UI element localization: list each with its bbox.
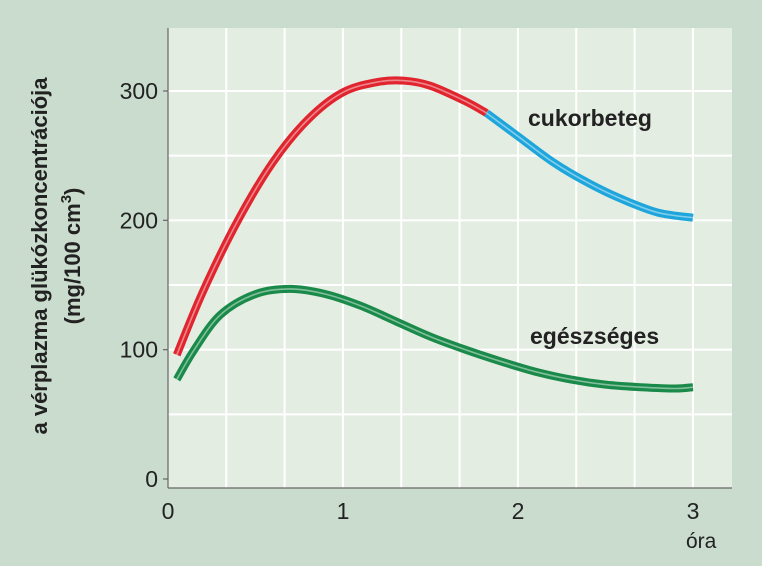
- y-tick-label: 200: [120, 207, 158, 233]
- x-tick-label: 1: [337, 498, 350, 524]
- y-axis-label: a vérplazma glükózkoncentrációja (mg/100…: [27, 77, 85, 435]
- series-line-egeszseges-body: [173, 284, 694, 393]
- series-line-egeszseges: [173, 284, 694, 393]
- y-axis-label-line1: a vérplazma glükózkoncentrációja: [27, 77, 52, 435]
- y-axis-label-line2: (mg/100 cm3): [58, 188, 85, 325]
- series-line-cukorbeteg-blue-body: [484, 109, 694, 222]
- y-tick-label: 100: [120, 337, 158, 363]
- y-tick-label: 0: [145, 466, 158, 492]
- y-axis-label-unit: (mg/100 cm: [60, 203, 85, 324]
- y-axis-label-paren: ): [60, 188, 85, 195]
- series-label-egeszseges: egészséges: [530, 323, 659, 349]
- y-axis-label-superscript: 3: [58, 195, 75, 203]
- x-tick-label: 3: [687, 498, 700, 524]
- series-line-cukorbeteg-blue-highlight: [486, 112, 694, 219]
- series-line-cukorbeteg-red-highlight: [176, 79, 487, 356]
- series-label-cukorbeteg: cukorbeteg: [528, 105, 652, 131]
- plot-area: [168, 28, 732, 488]
- series-line-cukorbeteg-blue: [484, 109, 694, 222]
- series-line-cukorbeteg-red: [173, 76, 489, 357]
- x-tick-label: 0: [162, 498, 175, 524]
- tick-labels: 0 100 200 300 0 1 2 3: [120, 78, 700, 524]
- series-lines: [173, 76, 694, 393]
- series-line-cukorbeteg-red-body: [173, 76, 489, 357]
- x-tick-label: 2: [512, 498, 525, 524]
- x-axis-label: óra: [686, 530, 717, 553]
- series-line-egeszseges-highlight: [176, 288, 694, 390]
- y-tick-label: 300: [120, 78, 158, 104]
